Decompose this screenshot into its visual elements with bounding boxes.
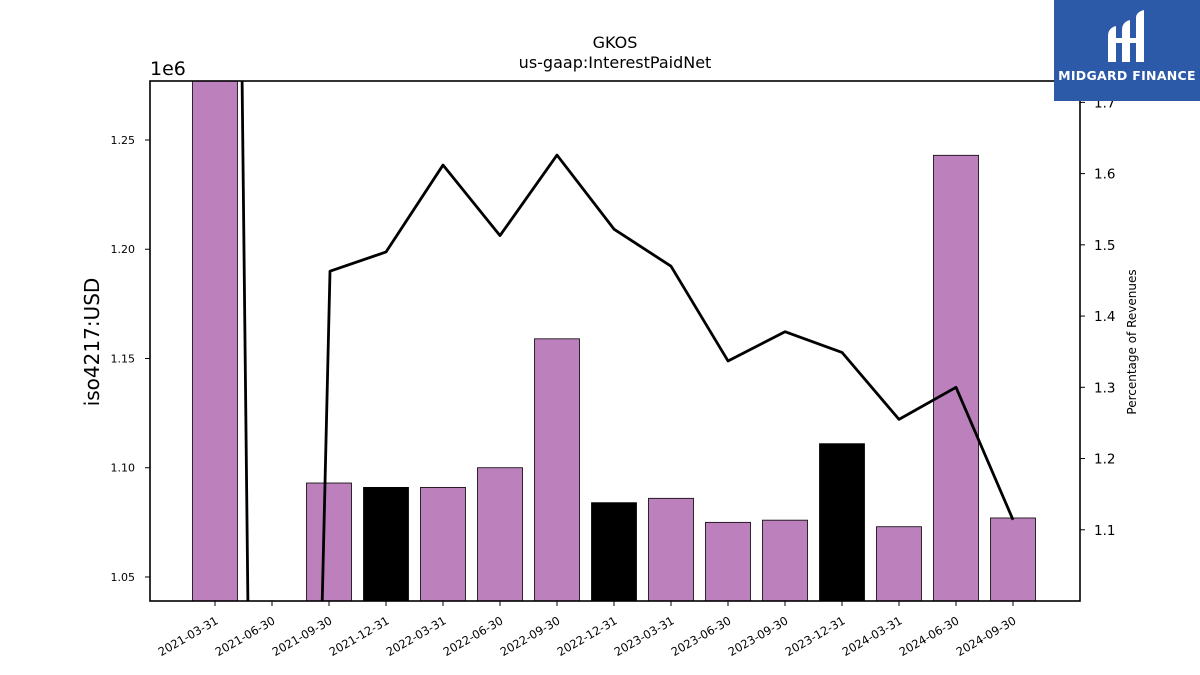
y2-tick-label: 1.3 xyxy=(1094,380,1115,396)
logo-icon xyxy=(1108,10,1144,62)
x-tick-label: 2022-03-31 xyxy=(384,613,449,659)
y-tick-label: 1.25 xyxy=(111,134,136,147)
x-tick-label: 2024-06-30 xyxy=(897,613,962,659)
y2-tick-label: 1.5 xyxy=(1094,238,1115,254)
y-tick-label: 1.05 xyxy=(111,571,136,584)
y-tick-label: 1.15 xyxy=(111,352,136,365)
x-tick-label: 2022-09-30 xyxy=(498,613,563,659)
x-tick-label: 2023-06-30 xyxy=(669,613,734,659)
logo: MIDGARD FINANCE xyxy=(1054,0,1200,101)
bar-2022-03-31 xyxy=(420,486,466,601)
bar-2024-09-30 xyxy=(990,517,1036,601)
bar-2022-06-30 xyxy=(477,467,523,601)
y2-tick-label: 1.6 xyxy=(1094,167,1115,183)
x-tick-label: 2021-03-31 xyxy=(156,613,221,659)
bar-2023-09-30 xyxy=(762,519,808,601)
bars-group xyxy=(192,81,1036,601)
x-tick-label: 2021-06-30 xyxy=(213,613,278,659)
y-tick-label: 1.10 xyxy=(111,462,136,475)
bar-2024-06-30 xyxy=(933,154,979,601)
y2-tick-label: 1.4 xyxy=(1094,309,1115,325)
bar-2023-03-31 xyxy=(648,497,694,601)
line-group xyxy=(240,81,1015,601)
x-tick-label: 2021-12-31 xyxy=(327,613,392,659)
y-axis-label: iso4217:USD xyxy=(80,278,104,407)
bar-2021-12-31 xyxy=(363,486,409,601)
bar-2023-12-31 xyxy=(819,443,865,601)
logo-text: MIDGARD FINANCE xyxy=(1058,68,1196,83)
y-tick-label: 1.20 xyxy=(111,243,136,256)
plot-frame xyxy=(149,80,1081,602)
x-tick-label: 2022-12-31 xyxy=(555,613,620,659)
x-tick-label: 2024-09-30 xyxy=(954,613,1019,659)
bar-2023-06-30 xyxy=(705,521,751,601)
x-tick-label: 2023-03-31 xyxy=(612,613,677,659)
chart-title: GKOS xyxy=(593,33,638,52)
x-tick-label: 2023-09-30 xyxy=(726,613,791,659)
y2-tick-label: 1.1 xyxy=(1094,523,1115,539)
bar-2024-03-31 xyxy=(876,526,922,601)
x-tick-label: 2021-09-30 xyxy=(270,613,335,659)
chart-subtitle: us-gaap:InterestPaidNet xyxy=(519,53,712,72)
x-tick-label: 2024-03-31 xyxy=(840,613,905,659)
bar-2022-12-31 xyxy=(591,502,637,601)
x-tick-label: 2023-12-31 xyxy=(783,613,848,659)
y2-axis-label: Percentage of Revenues xyxy=(1125,269,1139,414)
line-series xyxy=(240,81,1015,601)
x-tick-label: 2022-06-30 xyxy=(441,613,506,659)
bar-2021-09-30 xyxy=(306,482,352,601)
y-offset-label: 1e6 xyxy=(150,58,186,80)
bar-2022-09-30 xyxy=(534,338,580,601)
y2-tick-label: 1.2 xyxy=(1094,452,1115,468)
bar-2021-03-31 xyxy=(192,81,238,601)
